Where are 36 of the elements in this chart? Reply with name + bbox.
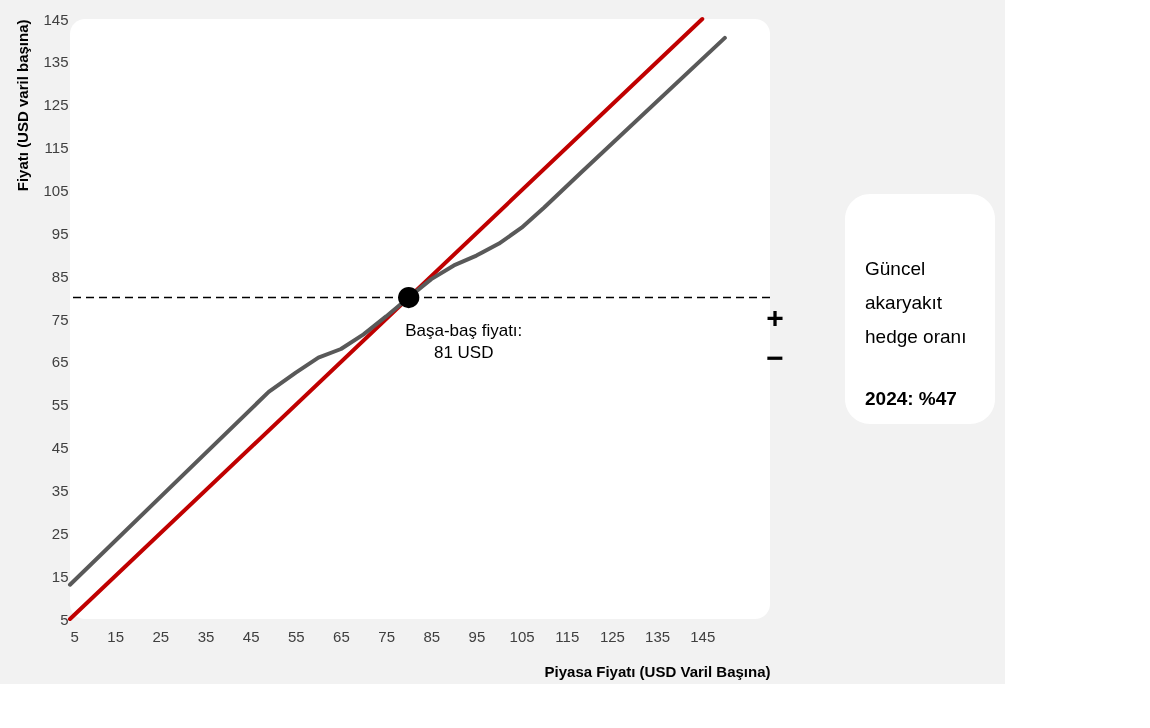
y-tick-label: 75 bbox=[51, 310, 69, 328]
y-tick-label: 95 bbox=[51, 224, 69, 242]
x-tick-label: 25 bbox=[152, 627, 170, 645]
x-tick-label: 55 bbox=[287, 627, 305, 645]
x-tick-label: 105 bbox=[509, 627, 535, 645]
x-tick-label: 65 bbox=[333, 627, 350, 645]
x-tick-label: 145 bbox=[690, 627, 716, 645]
x-tick-label: 125 bbox=[599, 627, 625, 645]
y-tick-label: 45 bbox=[51, 439, 69, 457]
annotation: + bbox=[766, 301, 784, 334]
y-tick-label: 115 bbox=[44, 139, 69, 157]
y-tick-label: 55 bbox=[51, 396, 69, 414]
x-tick-label: 135 bbox=[645, 627, 671, 645]
annotation: Başa-baş fiyatı: 81 USD bbox=[405, 320, 523, 362]
x-tick-label: 115 bbox=[555, 627, 580, 645]
y-tick-label: 105 bbox=[43, 181, 69, 199]
y-tick-label: 135 bbox=[43, 53, 69, 71]
y-tick-label: 125 bbox=[43, 96, 69, 114]
x-tick-label: 95 bbox=[468, 627, 486, 645]
annotation: − bbox=[766, 341, 784, 374]
text: 2024: %47 bbox=[865, 388, 957, 409]
y-tick-label: 5 bbox=[60, 610, 69, 628]
y-tick-label: 15 bbox=[51, 567, 69, 585]
y-tick-label: 65 bbox=[51, 353, 69, 371]
x-tick-label: 85 bbox=[423, 627, 441, 645]
x-tick-label: 45 bbox=[242, 627, 260, 645]
x-tick-label: 75 bbox=[378, 627, 395, 645]
y-tick-label: 145 bbox=[43, 10, 69, 28]
y-axis-title: Fiyatı (USD varil başına) bbox=[14, 19, 32, 192]
text: Güncel akaryakıt hedge oranı bbox=[865, 258, 967, 347]
y-tick-label: 35 bbox=[51, 481, 69, 499]
y-tick-label: 25 bbox=[51, 524, 69, 542]
y-tick-label: 85 bbox=[51, 267, 69, 285]
x-tick-label: 15 bbox=[107, 627, 125, 645]
x-axis-title: Piyasa Fiyatı (USD Varil Başına) bbox=[544, 662, 771, 680]
x-tick-label: 35 bbox=[197, 627, 215, 645]
